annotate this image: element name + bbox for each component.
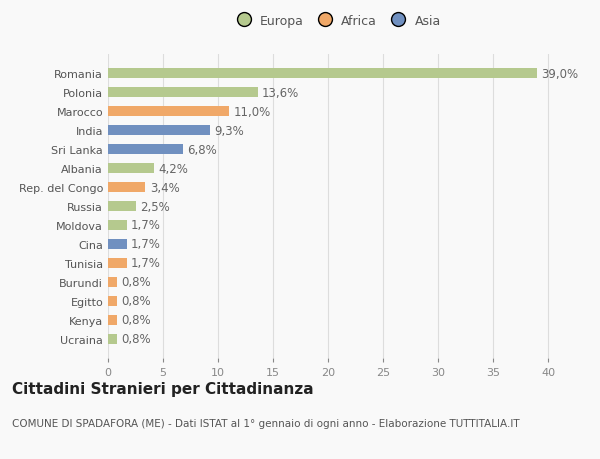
- Bar: [108, 202, 136, 212]
- Text: 4,2%: 4,2%: [158, 162, 188, 175]
- Text: 39,0%: 39,0%: [541, 67, 578, 80]
- Bar: [108, 182, 145, 193]
- Bar: [108, 69, 537, 79]
- Text: 6,8%: 6,8%: [187, 143, 217, 156]
- Text: COMUNE DI SPADAFORA (ME) - Dati ISTAT al 1° gennaio di ogni anno - Elaborazione : COMUNE DI SPADAFORA (ME) - Dati ISTAT al…: [12, 418, 520, 428]
- Bar: [108, 126, 211, 136]
- Text: 1,7%: 1,7%: [131, 219, 161, 232]
- Text: 3,4%: 3,4%: [150, 181, 179, 194]
- Text: 2,5%: 2,5%: [140, 200, 170, 213]
- Text: 1,7%: 1,7%: [131, 257, 161, 270]
- Bar: [108, 315, 117, 325]
- Text: 9,3%: 9,3%: [215, 124, 244, 137]
- Bar: [108, 296, 117, 307]
- Text: 0,8%: 0,8%: [121, 313, 151, 327]
- Text: 0,8%: 0,8%: [121, 276, 151, 289]
- Legend: Europa, Africa, Asia: Europa, Africa, Asia: [232, 10, 446, 33]
- Bar: [108, 277, 117, 287]
- Text: 13,6%: 13,6%: [262, 86, 299, 100]
- Bar: [108, 220, 127, 231]
- Bar: [108, 88, 257, 98]
- Bar: [108, 239, 127, 250]
- Bar: [108, 163, 154, 174]
- Text: Cittadini Stranieri per Cittadinanza: Cittadini Stranieri per Cittadinanza: [12, 381, 314, 396]
- Bar: [108, 334, 117, 344]
- Text: 1,7%: 1,7%: [131, 238, 161, 251]
- Bar: [108, 145, 183, 155]
- Text: 0,8%: 0,8%: [121, 295, 151, 308]
- Text: 0,8%: 0,8%: [121, 333, 151, 346]
- Bar: [108, 258, 127, 269]
- Text: 11,0%: 11,0%: [233, 106, 271, 118]
- Bar: [108, 106, 229, 117]
